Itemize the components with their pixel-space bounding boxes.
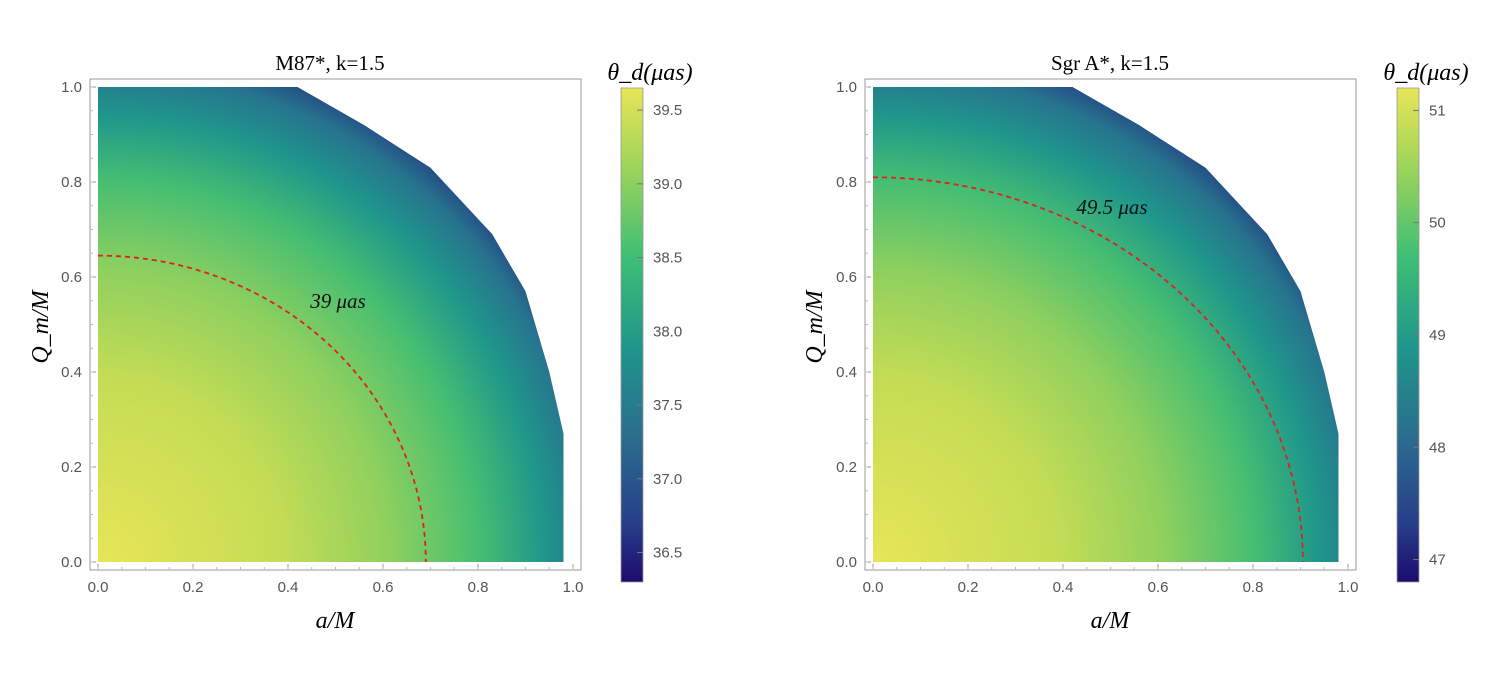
contour-label-39: 39 μas <box>309 289 365 313</box>
panel-m87: M87*, k=1.5 39 μas 0.0 0.2 0.4 0.6 0.8 1.0 0.… <box>28 51 693 634</box>
colorbar-tick-label: 36.5 <box>653 545 682 562</box>
x-tick-label: 0.8 <box>468 579 489 596</box>
x-ticks-m87: 0.0 0.2 0.4 0.6 0.8 1.0 <box>88 564 584 596</box>
y-tick-label: 0.2 <box>836 459 857 476</box>
y-tick-label: 0.8 <box>61 174 82 191</box>
colorbar-ticks-m87: 36.5 37.0 37.5 38.0 38.5 39.0 39.5 <box>637 102 682 562</box>
colorbar-tick-label: 47 <box>1429 552 1446 569</box>
colorbar-tick-label: 37.0 <box>653 471 682 488</box>
x-tick-label: 1.0 <box>563 579 584 596</box>
y-tick-label: 0.4 <box>61 364 82 381</box>
colorbar-tick-label: 50 <box>1429 215 1446 232</box>
y-axis-label-m87: Q_m/M <box>28 288 54 363</box>
colorbar-tick-label: 38.0 <box>653 323 682 340</box>
heatmap-region-sgra <box>873 87 1339 562</box>
y-tick-label: 0.0 <box>61 554 82 571</box>
y-axis-label-sgra: Q_m/M <box>802 288 828 363</box>
y-ticks-sgra: 0.0 0.2 0.4 0.6 0.8 1.0 <box>836 79 871 571</box>
colorbar-m87 <box>620 87 644 583</box>
x-axis-label-m87: a/M <box>316 608 357 634</box>
y-tick-label: 0.8 <box>836 174 857 191</box>
y-tick-label: 0.2 <box>61 459 82 476</box>
colorbar-ticks-sgra: 47 48 49 50 51 <box>1413 102 1446 569</box>
y-tick-label: 0.6 <box>836 269 857 286</box>
x-tick-label: 0.2 <box>958 579 979 596</box>
x-ticks-sgra: 0.0 0.2 0.4 0.6 0.8 1.0 <box>863 564 1359 596</box>
colorbar-tick-label: 39.5 <box>653 102 682 119</box>
chart-title-m87: M87*, k=1.5 <box>275 51 384 75</box>
colorbar-tick-label: 38.5 <box>653 250 682 267</box>
x-tick-label: 0.4 <box>1053 579 1074 596</box>
x-tick-label: 0.8 <box>1243 579 1264 596</box>
y-tick-label: 0.4 <box>836 364 857 381</box>
x-tick-label: 0.2 <box>183 579 204 596</box>
y-tick-label: 1.0 <box>836 79 857 96</box>
colorbar-tick-label: 51 <box>1429 102 1446 119</box>
panel-sgra: Sgr A*, k=1.5 49.5 μas 0.0 0.2 0.4 0.6 0.8 1.… <box>802 51 1469 634</box>
colorbar-tick-label: 48 <box>1429 439 1446 456</box>
y-tick-label: 1.0 <box>61 79 82 96</box>
contour-line-39 <box>97 254 427 563</box>
x-axis-label-sgra: a/M <box>1091 608 1132 634</box>
x-tick-label: 0.6 <box>373 579 394 596</box>
colorbar-tick-label: 39.0 <box>653 176 682 193</box>
colorbar-tick-label: 49 <box>1429 327 1446 344</box>
chart-title-sgra: Sgr A*, k=1.5 <box>1051 51 1169 75</box>
x-tick-label: 0.4 <box>278 579 299 596</box>
x-tick-label: 0.6 <box>1148 579 1169 596</box>
colorbar-tick-label: 37.5 <box>653 397 682 414</box>
y-ticks-m87: 0.0 0.2 0.4 0.6 0.8 1.0 <box>61 79 96 571</box>
colorbar-label-m87: θ_d(μas) <box>607 60 692 86</box>
contour-line-49-5 <box>872 176 1304 563</box>
heatmap-region-m87 <box>98 87 564 562</box>
contour-label-49-5: 49.5 μas <box>1076 195 1147 219</box>
y-tick-label: 0.6 <box>61 269 82 286</box>
y-tick-label: 0.0 <box>836 554 857 571</box>
x-tick-label: 0.0 <box>863 579 884 596</box>
x-tick-label: 0.0 <box>88 579 109 596</box>
colorbar-label-sgra: θ_d(μas) <box>1383 60 1468 86</box>
x-tick-label: 1.0 <box>1338 579 1359 596</box>
